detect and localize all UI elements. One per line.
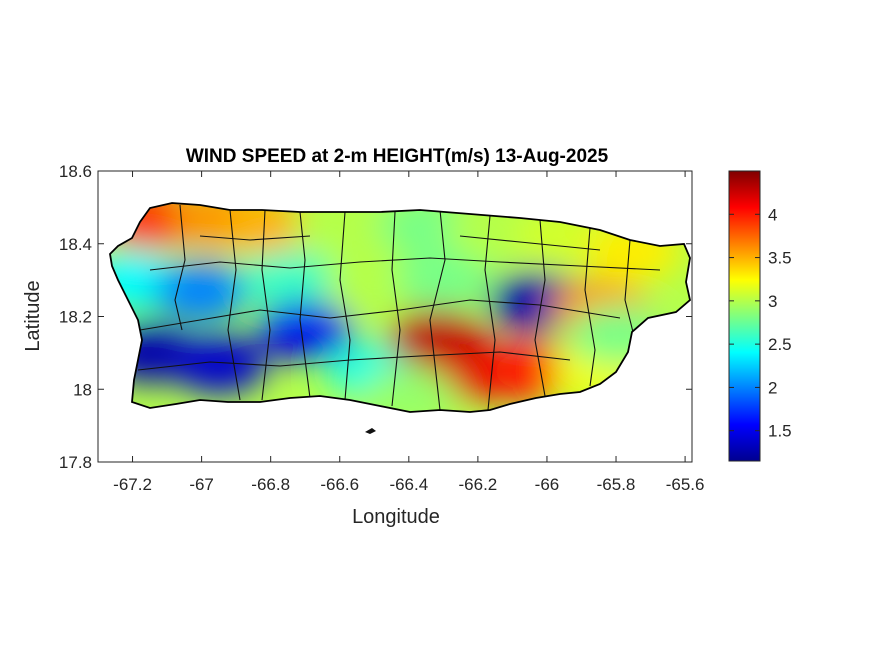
boundary-line	[149, 257, 661, 271]
boundary-line	[534, 219, 546, 397]
wind-sample-point	[153, 261, 250, 322]
plot-area: -67.2 -67 -66.8 -66.6 -66.4 -66.2 -66 -65.8 -65.…	[59, 162, 705, 494]
wind-sample-point	[170, 333, 267, 394]
colorbar-tick-label: 2	[768, 378, 777, 397]
boundary-line	[174, 204, 186, 331]
offshore-island	[365, 428, 376, 434]
x-axis-ticks: -67.2 -67 -66.8 -66.6 -66.4 -66.2 -66 -65.8 -65.…	[113, 171, 704, 494]
boundary-line	[339, 211, 351, 401]
boundary-line	[137, 351, 571, 371]
boundary-line	[391, 211, 401, 407]
wind-sample-point	[239, 250, 336, 311]
wind-speed-map	[109, 202, 691, 434]
boundary-line	[227, 209, 241, 401]
colorbar-tick-label: 3.5	[768, 249, 792, 268]
y-axis-ticks: 17.8 18 18.2 18.4 18.6	[59, 162, 692, 472]
wind-sample-point	[395, 250, 492, 311]
y-tick-label: 17.8	[59, 453, 92, 472]
x-axis-label: Longitude	[352, 506, 440, 528]
wind-sample-point	[257, 301, 354, 362]
x-tick-label: -66.8	[251, 475, 290, 494]
boundary-line	[139, 299, 621, 331]
colorbar-ticks: 1.5 2 2.5 3 3.5 4	[729, 205, 792, 441]
island-coastline	[109, 202, 691, 413]
y-tick-label: 18.4	[59, 235, 92, 254]
colorbar-tick-label: 4	[768, 205, 777, 224]
x-tick-label: -66.2	[459, 475, 498, 494]
boundary-line	[624, 239, 636, 341]
y-axis-label: Latitude	[22, 280, 44, 351]
boundary-line	[584, 227, 596, 387]
boundary-line	[459, 235, 601, 251]
chart-title: WIND SPEED at 2-m HEIGHT(m/s) 13-Aug-202…	[186, 146, 609, 167]
x-tick-label: -65.6	[666, 475, 705, 494]
y-tick-label: 18	[73, 380, 92, 399]
x-tick-label: -67	[189, 475, 214, 494]
wind-sample-point	[481, 341, 578, 402]
boundary-line	[199, 235, 311, 241]
y-tick-label: 18.6	[59, 162, 92, 181]
boundary-line	[429, 209, 446, 411]
colorbar-tick-label: 1.5	[768, 422, 792, 441]
boundary-line	[484, 215, 496, 411]
x-tick-label: -66.4	[389, 475, 428, 494]
x-tick-label: -67.2	[113, 475, 152, 494]
x-tick-label: -65.8	[597, 475, 636, 494]
colorbar-tick-label: 3	[768, 292, 777, 311]
y-tick-label: 18.2	[59, 308, 92, 327]
x-tick-label: -66.6	[320, 475, 359, 494]
colorbar-gradient	[728, 170, 761, 462]
colorbar: 1.5 2 2.5 3 3.5 4	[728, 170, 792, 462]
municipality-boundaries	[137, 204, 661, 411]
colorbar-tick-label: 2.5	[768, 335, 792, 354]
x-tick-label: -66	[535, 475, 560, 494]
